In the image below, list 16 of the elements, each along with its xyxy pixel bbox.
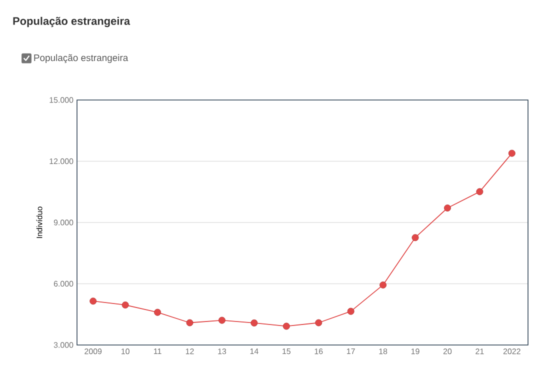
point bbox=[154, 308, 162, 316]
point bbox=[347, 308, 354, 315]
point bbox=[380, 281, 387, 288]
point bbox=[282, 322, 290, 330]
point bbox=[122, 301, 129, 308]
point bbox=[412, 234, 419, 242]
point bbox=[444, 204, 451, 212]
point bbox=[218, 316, 226, 324]
point bbox=[250, 319, 258, 326]
point bbox=[90, 298, 97, 305]
point bbox=[508, 150, 516, 157]
text: População estrangeira bbox=[34, 54, 128, 64]
point bbox=[476, 188, 484, 196]
point bbox=[186, 319, 194, 326]
point bbox=[315, 319, 322, 326]
chart-title: População estrangeira bbox=[13, 16, 130, 28]
